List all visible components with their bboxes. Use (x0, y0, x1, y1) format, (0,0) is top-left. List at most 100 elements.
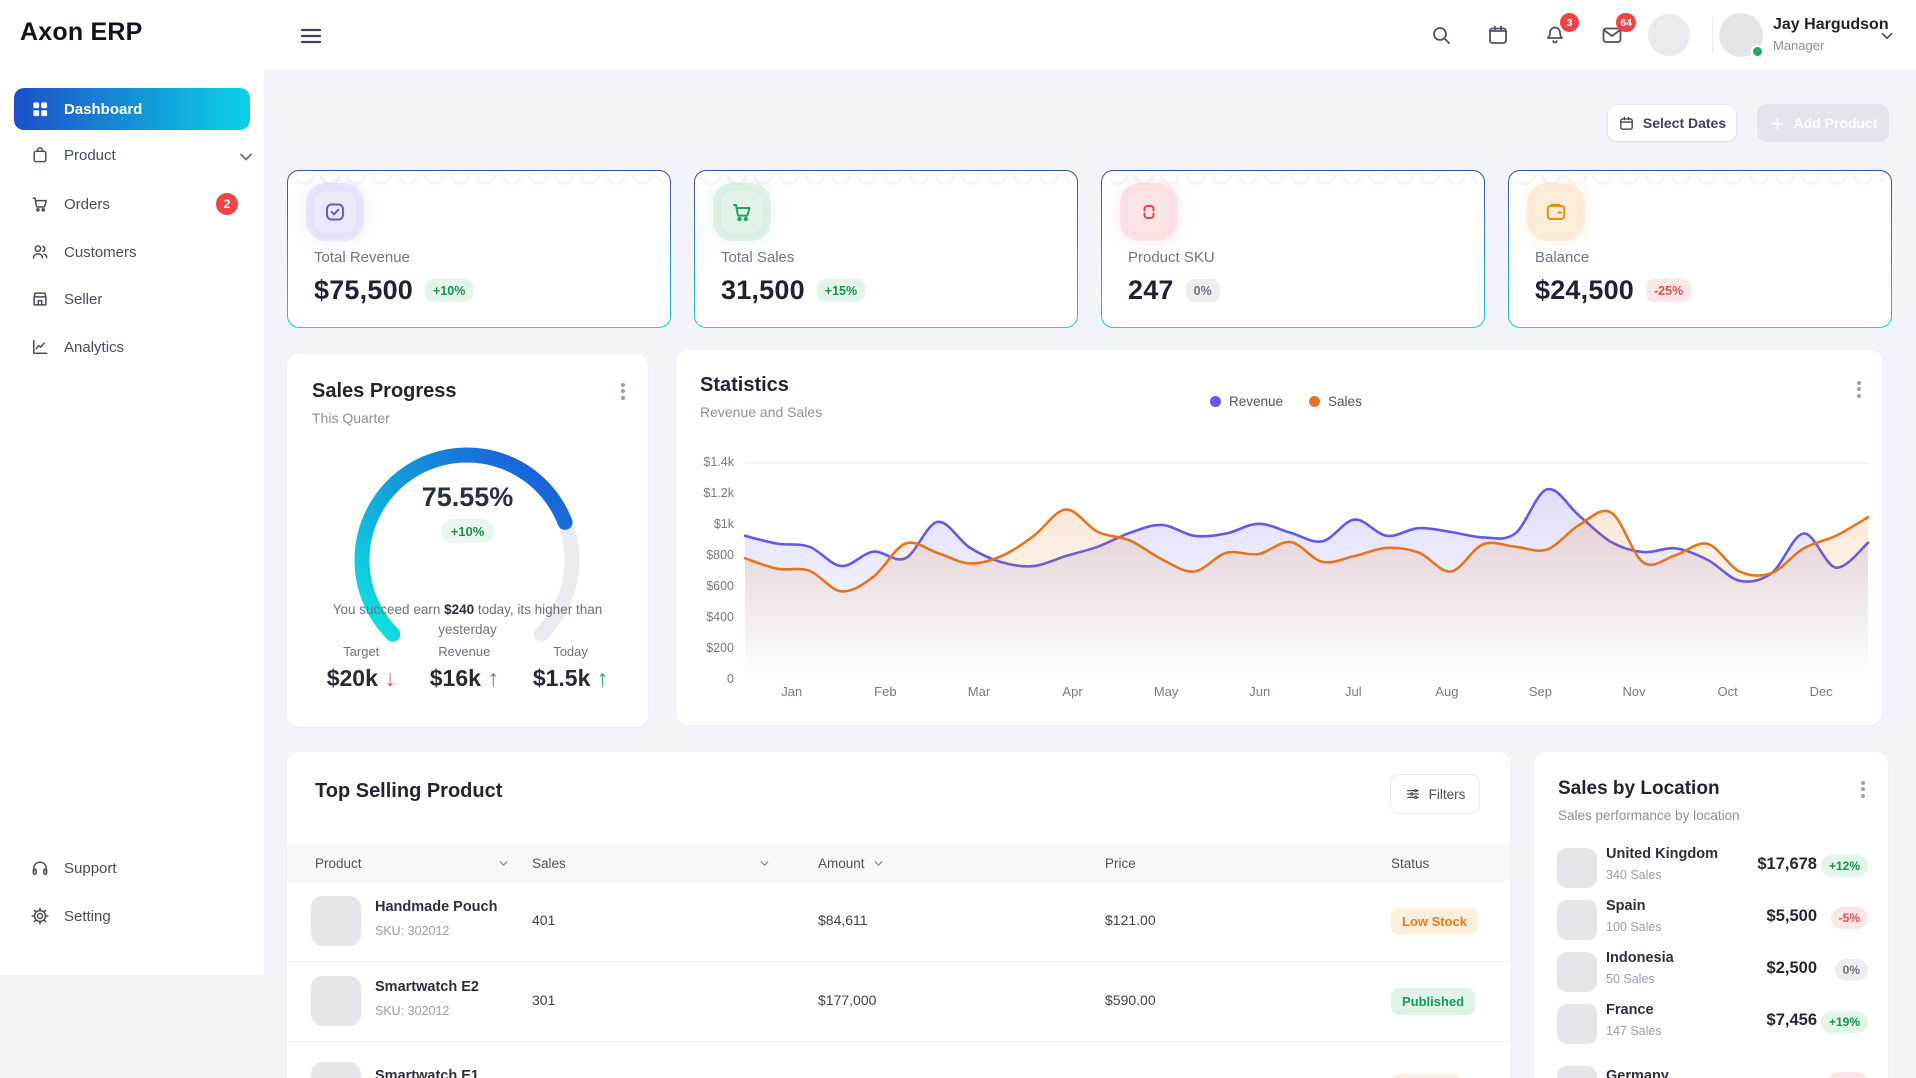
x-axis-tick: Jul (1344, 684, 1362, 699)
plus-icon (1771, 117, 1783, 129)
country-value: $2,500 (1766, 959, 1817, 977)
calendar-icon[interactable] (1481, 18, 1515, 52)
country-flag-placeholder (1557, 848, 1597, 888)
product-name: Smartwatch E2 (375, 979, 479, 995)
card-title: Sales Progress (312, 380, 457, 402)
progress-message: You succeed earn $240 today, its higher … (332, 602, 603, 637)
location-row[interactable]: Indonesia 50 Sales $2,500 0% (1534, 948, 1888, 1000)
chevron-down-icon (874, 860, 882, 866)
search-icon[interactable] (1424, 18, 1458, 52)
country-name: Spain (1606, 898, 1646, 914)
sidebar-item-seller[interactable]: Seller (14, 278, 250, 320)
column-header-amount[interactable]: Amount (818, 856, 885, 871)
chevron-down-icon (499, 860, 507, 866)
x-axis-tick: Aug (1435, 684, 1459, 699)
wallet-check-icon (314, 191, 356, 233)
calendar-icon (1620, 116, 1633, 130)
filter-sliders-icon (1406, 788, 1419, 800)
country-value: $5,500 (1766, 907, 1817, 925)
stat-value: $75,500 (314, 275, 413, 305)
kebab-menu-icon[interactable] (1850, 378, 1868, 400)
y-axis-tick: $800 (706, 548, 734, 562)
sidebar-item-orders[interactable]: Orders 2 (14, 183, 250, 225)
select-dates-button[interactable]: Select Dates (1607, 104, 1737, 142)
y-axis-tick: $600 (706, 579, 734, 593)
country-name: Indonesia (1606, 950, 1674, 966)
sidebar-item-analytics[interactable]: Analytics (14, 326, 250, 368)
card-subtitle: Sales performance by location (1558, 808, 1740, 823)
country-delta-badge (1828, 1072, 1868, 1078)
hamburger-menu-icon[interactable] (299, 24, 323, 46)
country-name: Germany (1606, 1068, 1669, 1078)
wallet-icon (1535, 191, 1577, 233)
legend-item-sales[interactable]: Sales (1309, 394, 1362, 409)
user-menu-chevron-down-icon[interactable] (1878, 27, 1896, 45)
orders-cart-icon (32, 197, 47, 212)
top-selling-product-card: Top Selling Product Filters Product Sale… (287, 752, 1510, 1078)
statistics-card: Statistics Revenue and Sales Revenue Sal… (676, 350, 1882, 725)
sidebar-item-label: Orders (64, 195, 110, 213)
stat-delta-badge: +15% (816, 279, 866, 302)
product-thumbnail (311, 1062, 361, 1078)
country-flag-placeholder (1557, 952, 1597, 992)
user-avatar[interactable] (1719, 13, 1764, 58)
online-status-dot (1751, 45, 1764, 58)
sidebar: Axon ERP Dashboard Product Orders 2 Cust… (0, 0, 264, 975)
y-axis-tick: $1k (713, 517, 734, 531)
sales-progress-gauge (287, 434, 648, 654)
country-flag-placeholder (1557, 1066, 1597, 1078)
avatar-placeholder[interactable] (1648, 14, 1690, 56)
seller-store-icon (33, 292, 47, 306)
topbar-divider (1712, 17, 1713, 53)
column-header-sales[interactable]: Sales (532, 856, 771, 871)
sales-by-location-card: Sales by Location Sales performance by l… (1534, 752, 1888, 1078)
country-sales: 50 Sales (1606, 972, 1655, 986)
stat-label: Product SKU (1128, 249, 1215, 266)
x-axis-tick: Oct (1717, 684, 1738, 699)
table-row[interactable]: Smartwatch E2 SKU: 302012 301 $177,000 $… (287, 962, 1510, 1041)
legend-item-revenue[interactable]: Revenue (1210, 394, 1283, 409)
stat-card-total-sales: Total Sales 31,500 +15% (694, 170, 1078, 328)
y-axis-tick: $400 (706, 610, 734, 624)
metric-target: Target $20k ↓ (326, 644, 396, 691)
column-header-status[interactable]: Status (1391, 855, 1430, 871)
product-sku: SKU: 302012 (375, 1004, 450, 1018)
location-row[interactable]: France 147 Sales $7,456 +19% (1534, 1000, 1888, 1052)
product-sku: SKU: 302012 (375, 924, 450, 938)
sidebar-item-customers[interactable]: Customers (14, 231, 250, 273)
legend-dot (1210, 396, 1221, 407)
location-row[interactable]: Germany (1534, 1052, 1888, 1078)
kebab-menu-icon[interactable] (1854, 778, 1872, 800)
kebab-menu-icon[interactable] (614, 380, 632, 402)
sidebar-item-support[interactable]: Support (14, 847, 250, 889)
column-header-product[interactable]: Product (315, 856, 510, 871)
y-axis-tick: $200 (706, 641, 734, 655)
country-sales: 147 Sales (1606, 1024, 1662, 1038)
x-axis-tick: Nov (1622, 684, 1646, 699)
x-axis-tick: Feb (874, 684, 897, 699)
x-axis-tick: Jun (1249, 684, 1271, 699)
location-row[interactable]: Spain 100 Sales $5,500 -5% (1534, 896, 1888, 948)
sidebar-item-label: Support (64, 859, 117, 877)
scan-icon (1128, 191, 1170, 233)
messages-mail-icon[interactable]: 64 (1595, 13, 1636, 52)
add-product-button[interactable]: Add Product (1757, 104, 1889, 142)
x-axis-tick: Mar (967, 684, 991, 699)
cell-sales: 401 (532, 912, 556, 928)
chevron-down-icon (220, 147, 252, 163)
country-name: United Kingdom (1606, 846, 1718, 862)
column-header-price[interactable]: Price (1105, 855, 1136, 871)
user-role: Manager (1773, 38, 1825, 53)
status-badge (1391, 1074, 1461, 1078)
cell-price: $590.00 (1105, 992, 1156, 1008)
notifications-bell-icon[interactable]: 3 (1538, 13, 1579, 52)
table-row[interactable]: Handmade Pouch SKU: 302012 401 $84,611 $… (287, 882, 1510, 961)
table-row[interactable]: Smartwatch E1 (287, 1042, 1510, 1078)
filters-button[interactable]: Filters (1390, 774, 1480, 814)
sidebar-item-dashboard[interactable]: Dashboard (14, 88, 250, 130)
sidebar-item-setting[interactable]: Setting (14, 895, 250, 937)
cell-amount: $84,611 (818, 912, 868, 928)
location-row[interactable]: United Kingdom 340 Sales $17,678 +12% (1534, 844, 1888, 896)
sidebar-item-product[interactable]: Product (14, 134, 252, 176)
sidebar-item-label: Analytics (64, 338, 125, 356)
